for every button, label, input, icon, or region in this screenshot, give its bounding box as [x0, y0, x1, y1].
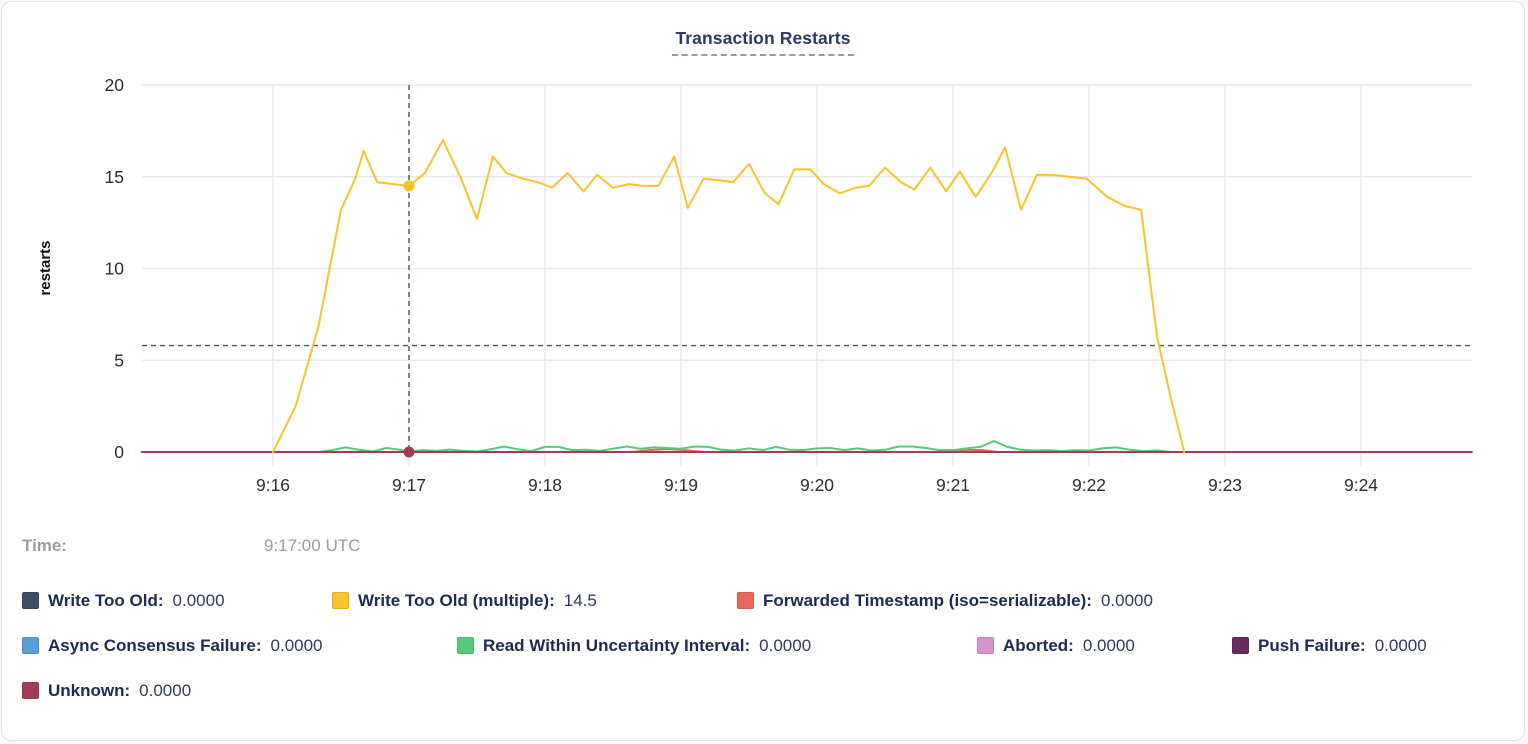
legend-value: 14.5 [563, 590, 597, 610]
y-tick-label: 0 [114, 442, 124, 462]
y-tick-label: 20 [105, 75, 125, 95]
legend-label: Write Too Old: [48, 590, 164, 610]
x-tick-label: 9:17 [392, 475, 426, 495]
legend-item-forwarded-timestamp-iso-serializable[interactable]: Forwarded Timestamp (iso=serializable): 0… [737, 591, 1153, 611]
chart-legend: Write Too Old: 0.0000 Write Too Old (multi… [22, 578, 1524, 713]
y-axis-title: restarts [37, 240, 54, 295]
legend-row: Unknown: 0.0000 [22, 668, 1524, 713]
x-tick-label: 9:24 [1344, 475, 1378, 495]
legend-swatch [22, 592, 39, 609]
legend-item-write-too-old[interactable]: Write Too Old: 0.0000 [22, 591, 332, 611]
x-tick-label: 9:20 [800, 475, 834, 495]
legend-value: 0.0000 [270, 635, 323, 655]
hover-time-row: Time: 9:17:00 UTC [22, 536, 1524, 570]
legend-row: Async Consensus Failure: 0.0000 Read Withi… [22, 623, 1524, 668]
hover-info-panel: Time: 9:17:00 UTC Write Too Old: 0.0000 Wri… [2, 536, 1524, 713]
hover-point [403, 180, 415, 192]
legend-swatch [22, 637, 39, 654]
legend-value: 0.0000 [1100, 590, 1153, 610]
legend-item-read-within-uncertainty-interval[interactable]: Read Within Uncertainty Interval: 0.0000 [457, 636, 977, 656]
legend-label: Push Failure: [1258, 635, 1366, 655]
legend-label: Write Too Old (multiple): [358, 590, 555, 610]
chart-title-row: Transaction Restarts [2, 28, 1524, 56]
legend-row: Write Too Old: 0.0000 Write Too Old (multi… [22, 578, 1524, 623]
legend-item-aborted[interactable]: Aborted: 0.0000 [977, 636, 1232, 656]
legend-swatch [332, 592, 349, 609]
series-line [272, 139, 1186, 453]
legend-label: Read Within Uncertainty Interval: [483, 635, 751, 655]
legend-swatch [977, 637, 994, 654]
legend-value: 0.0000 [1082, 635, 1135, 655]
legend-swatch [22, 682, 39, 699]
x-tick-label: 9:22 [1072, 475, 1106, 495]
legend-label: Forwarded Timestamp (iso=serializable): [763, 590, 1092, 610]
legend-value: 0.0000 [759, 635, 812, 655]
x-tick-label: 9:21 [936, 475, 970, 495]
legend-swatch [457, 637, 474, 654]
x-tick-label: 9:23 [1208, 475, 1242, 495]
hover-time-label: Time: [22, 536, 68, 555]
legend-value: 0.0000 [172, 590, 225, 610]
legend-label: Aborted: [1003, 635, 1074, 655]
legend-label: Async Consensus Failure: [48, 635, 262, 655]
hover-time-value: 9:17:00 UTC [264, 536, 361, 555]
legend-item-push-failure[interactable]: Push Failure: 0.0000 [1232, 636, 1427, 656]
legend-label: Unknown: [48, 680, 131, 700]
legend-value: 0.0000 [139, 680, 192, 700]
legend-swatch [737, 592, 754, 609]
transaction-restarts-chart[interactable]: 0 5 10 15 20 9:16 9:17 9:18 9:19 9:20 9:21 9:22 9:23… [2, 62, 1525, 507]
y-tick-label: 10 [105, 259, 125, 279]
x-tick-label: 9:16 [256, 475, 290, 495]
y-tick-label: 15 [105, 167, 124, 187]
chart-title[interactable]: Transaction Restarts [672, 28, 854, 56]
legend-item-async-consensus-failure[interactable]: Async Consensus Failure: 0.0000 [22, 636, 457, 656]
x-tick-label: 9:18 [528, 475, 562, 495]
legend-value: 0.0000 [1374, 635, 1427, 655]
legend-item-write-too-old-multiple[interactable]: Write Too Old (multiple): 14.5 [332, 591, 737, 611]
hover-point [403, 446, 415, 458]
x-tick-label: 9:19 [664, 475, 698, 495]
legend-swatch [1232, 637, 1249, 654]
y-tick-label: 5 [114, 350, 124, 370]
legend-item-unknown[interactable]: Unknown: 0.0000 [22, 681, 191, 701]
series-line [317, 439, 1172, 453]
